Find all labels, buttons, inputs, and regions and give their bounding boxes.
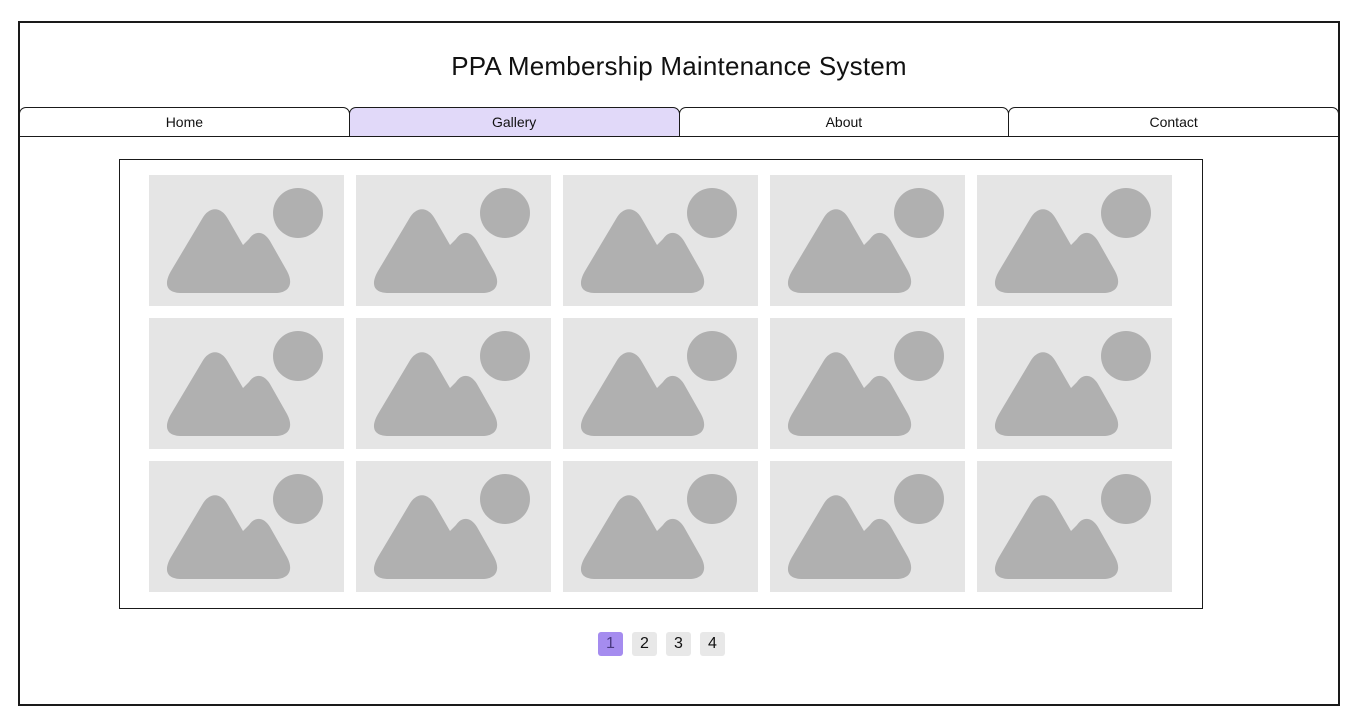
- image-placeholder-icon: [373, 188, 530, 293]
- image-placeholder-icon: [373, 331, 530, 436]
- page-title: PPA Membership Maintenance System: [451, 50, 907, 81]
- page-button-1[interactable]: 1: [598, 632, 623, 656]
- gallery-thumbnail[interactable]: [770, 175, 965, 306]
- nav-tabs: Home Gallery About Contact: [19, 107, 1339, 137]
- image-placeholder-icon: [373, 474, 530, 579]
- gallery-thumbnail[interactable]: [356, 461, 551, 592]
- tab-about[interactable]: About: [678, 107, 1010, 136]
- image-placeholder-icon: [580, 188, 737, 293]
- image-placeholder-icon: [994, 474, 1151, 579]
- gallery-thumbnail[interactable]: [563, 318, 758, 449]
- image-placeholder-icon: [166, 188, 323, 293]
- gallery-thumbnail[interactable]: [770, 318, 965, 449]
- tab-label: Home: [165, 114, 204, 130]
- gallery-thumbnail[interactable]: [149, 318, 344, 449]
- image-placeholder-icon: [787, 188, 944, 293]
- tab-contact[interactable]: Contact: [1008, 107, 1339, 136]
- page-header: PPA Membership Maintenance System: [20, 23, 1338, 109]
- image-placeholder-icon: [166, 474, 323, 579]
- tab-label: Contact: [1149, 114, 1198, 130]
- image-placeholder-icon: [994, 331, 1151, 436]
- gallery-thumbnail[interactable]: [563, 461, 758, 592]
- gallery-thumbnail[interactable]: [770, 461, 965, 592]
- gallery-thumbnail[interactable]: [977, 175, 1172, 306]
- image-placeholder-icon: [994, 188, 1151, 293]
- tab-label: About: [825, 114, 863, 130]
- tab-gallery[interactable]: Gallery: [348, 107, 680, 136]
- pagination: 1 2 3 4: [598, 632, 725, 656]
- page-button-2[interactable]: 2: [632, 632, 657, 656]
- tab-label: Gallery: [491, 114, 537, 130]
- gallery-grid: [149, 175, 1172, 592]
- image-placeholder-icon: [166, 331, 323, 436]
- gallery-thumbnail[interactable]: [149, 461, 344, 592]
- page-button-4[interactable]: 4: [700, 632, 725, 656]
- gallery-thumbnail[interactable]: [149, 175, 344, 306]
- gallery-thumbnail[interactable]: [563, 175, 758, 306]
- gallery-thumbnail[interactable]: [356, 175, 551, 306]
- tab-home[interactable]: Home: [19, 107, 350, 136]
- gallery-panel: [119, 159, 1203, 609]
- page-button-3[interactable]: 3: [666, 632, 691, 656]
- gallery-thumbnail[interactable]: [977, 461, 1172, 592]
- image-placeholder-icon: [580, 474, 737, 579]
- image-placeholder-icon: [580, 331, 737, 436]
- image-placeholder-icon: [787, 474, 944, 579]
- image-placeholder-icon: [787, 331, 944, 436]
- gallery-thumbnail[interactable]: [977, 318, 1172, 449]
- gallery-thumbnail[interactable]: [356, 318, 551, 449]
